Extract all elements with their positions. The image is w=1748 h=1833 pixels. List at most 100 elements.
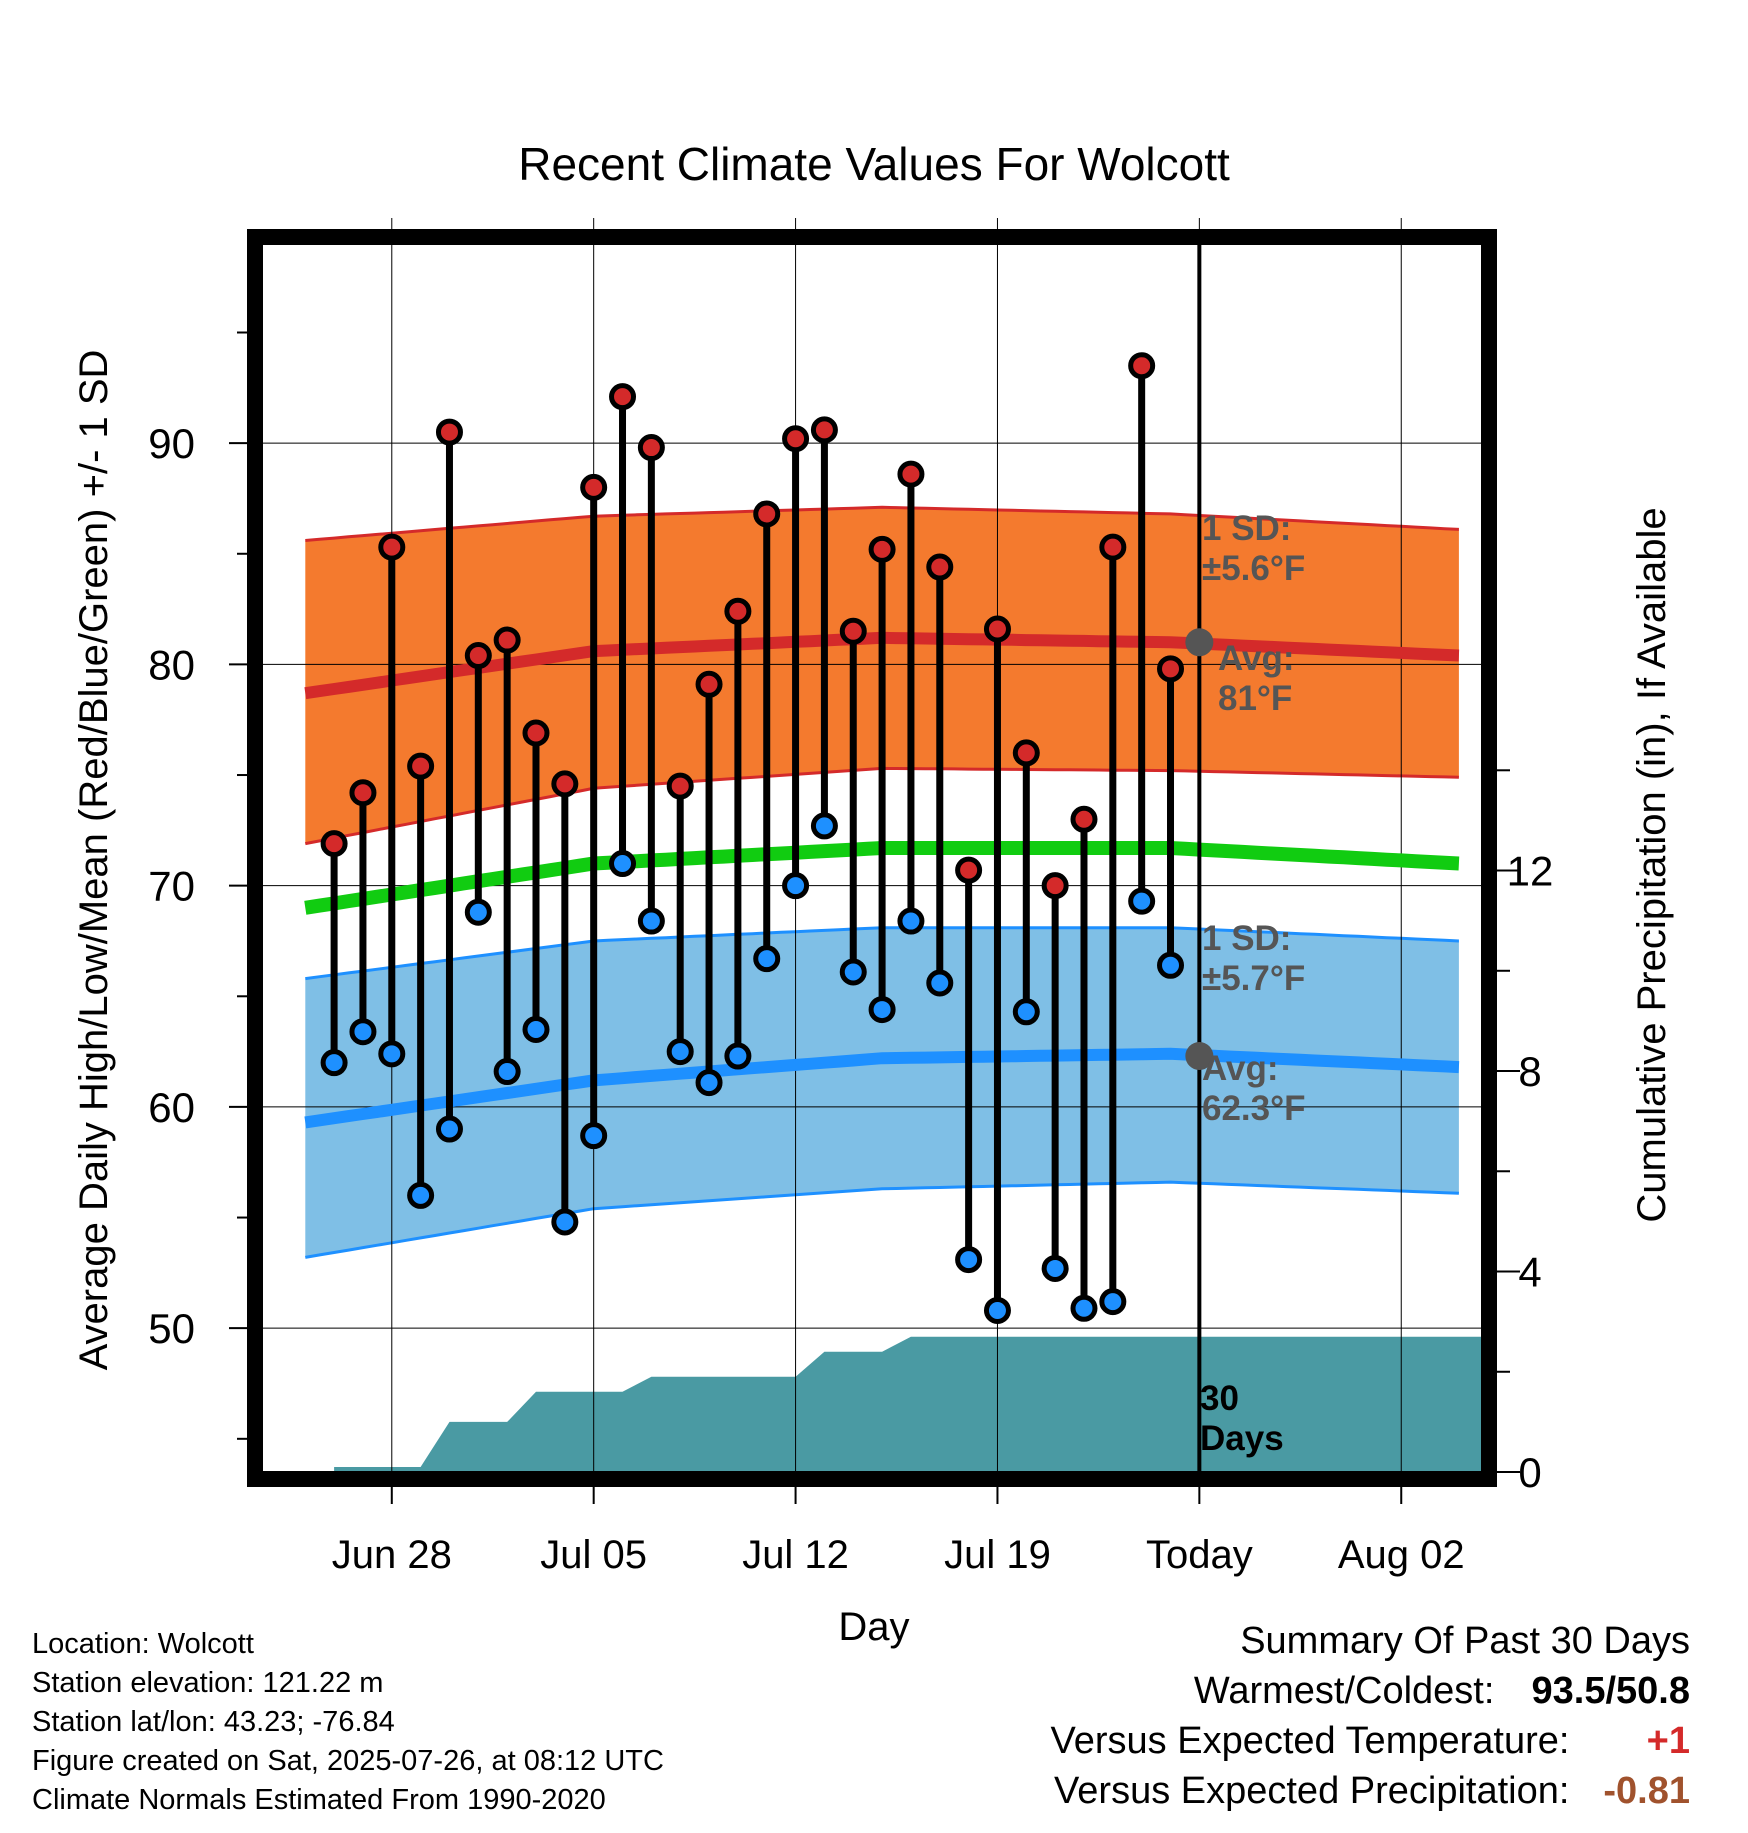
low-point xyxy=(464,898,492,926)
low-point xyxy=(1012,998,1040,1026)
precip-label: Versus Expected Precipitation: xyxy=(1054,1770,1570,1812)
x-axis-label: Day xyxy=(838,1605,909,1649)
high-sd-upper-line xyxy=(305,505,1459,542)
low-point xyxy=(320,1049,348,1077)
low-sd-annotation: 1 SD: ±5.7°F xyxy=(1202,919,1305,998)
high-point xyxy=(637,434,665,462)
high-point xyxy=(407,752,435,780)
low-point xyxy=(926,969,954,997)
high-point xyxy=(320,830,348,858)
high-point xyxy=(1099,533,1127,561)
x-tick-label: Jul 05 xyxy=(540,1533,647,1577)
high-point xyxy=(868,535,896,563)
low-avg-line xyxy=(304,1047,1460,1129)
low-point xyxy=(609,850,637,878)
temp-label: Versus Expected Temperature: xyxy=(1050,1720,1570,1762)
high-point xyxy=(839,617,867,645)
high-point xyxy=(810,416,838,444)
x-tick-label: Jul 12 xyxy=(742,1533,849,1577)
low-point xyxy=(724,1042,752,1070)
low-point xyxy=(1157,951,1185,979)
x-tick-label: Aug 02 xyxy=(1338,1533,1465,1577)
high-avg-annotation: Avg: 81°F xyxy=(1218,639,1294,718)
latlon-text: Station lat/lon: 43.23; -76.84 xyxy=(32,1706,395,1738)
plot-frame xyxy=(247,229,1497,1487)
low-point xyxy=(839,958,867,986)
low-point xyxy=(695,1069,723,1097)
summary-precip: Versus Expected Precipitation: -0.81 xyxy=(1051,1766,1690,1816)
low-point xyxy=(1099,1288,1127,1316)
high-point xyxy=(955,856,983,884)
summary-panel: Summary Of Past 30 Days Warmest/Coldest:… xyxy=(1051,1616,1690,1816)
summary-heading: Summary Of Past 30 Days xyxy=(1240,1620,1690,1662)
y2-axis-label: Cumulative Precipitation (in), If Availa… xyxy=(1630,507,1674,1222)
precip-area xyxy=(334,1336,1483,1472)
low-point xyxy=(551,1208,579,1236)
normals-text: Climate Normals Estimated From 1990-2020 xyxy=(32,1784,606,1816)
y-tick-label: 70 xyxy=(148,863,195,910)
high-point xyxy=(609,383,637,411)
y2-tick-label: 12 xyxy=(1507,848,1554,895)
low-point xyxy=(1128,887,1156,915)
y2-tick-label: 0 xyxy=(1518,1449,1541,1496)
low-point xyxy=(493,1058,521,1086)
low-point xyxy=(868,996,896,1024)
high-point xyxy=(1070,805,1098,833)
y-tick-label: 90 xyxy=(148,420,195,467)
days-annotation: 30 Days xyxy=(1200,1379,1284,1458)
high-point xyxy=(782,425,810,453)
low-point xyxy=(782,872,810,900)
high-point xyxy=(724,597,752,625)
high-point xyxy=(435,418,463,446)
temp-value: +1 xyxy=(1646,1720,1690,1762)
high-point xyxy=(493,626,521,654)
low-point xyxy=(637,907,665,935)
high-point xyxy=(983,615,1011,643)
y-tick-label: 50 xyxy=(148,1305,195,1352)
high-point xyxy=(753,500,781,528)
low-point xyxy=(407,1181,435,1209)
warm-cold-value: 93.5/50.8 xyxy=(1531,1670,1690,1712)
low-point xyxy=(983,1296,1011,1324)
precip-value: -0.81 xyxy=(1603,1770,1690,1812)
x-tick-label: Jul 19 xyxy=(944,1533,1051,1577)
x-tick-label: Today xyxy=(1146,1533,1253,1577)
low-point xyxy=(810,812,838,840)
elevation-text: Station elevation: 121.22 m xyxy=(32,1667,384,1699)
low-point xyxy=(378,1040,406,1068)
x-tick-label: Jun 28 xyxy=(332,1533,452,1577)
low-point xyxy=(349,1018,377,1046)
high-point xyxy=(522,719,550,747)
high-point xyxy=(349,779,377,807)
low-point xyxy=(1041,1254,1069,1282)
high-point xyxy=(666,772,694,800)
y-axis-label: Average Daily High/Low/Mean (Red/Blue/Gr… xyxy=(72,350,116,1371)
y-tick-label: 80 xyxy=(148,641,195,688)
high-point xyxy=(551,770,579,798)
chart-title: Recent Climate Values For Wolcott xyxy=(518,138,1230,190)
today-high-avg-marker xyxy=(1185,628,1214,657)
low-point xyxy=(666,1038,694,1066)
low-point xyxy=(955,1246,983,1274)
high-sd-annotation: 1 SD: ±5.6°F xyxy=(1202,509,1305,588)
low-point xyxy=(522,1015,550,1043)
summary-warm-cold: Warmest/Coldest: 93.5/50.8 xyxy=(1051,1666,1690,1716)
high-point xyxy=(1157,655,1185,683)
high-point xyxy=(1012,739,1040,767)
created-text: Figure created on Sat, 2025-07-26, at 08… xyxy=(32,1745,664,1777)
high-point xyxy=(580,473,608,501)
low-point xyxy=(897,907,925,935)
low-avg-annotation: Avg: 62.3°F xyxy=(1202,1049,1306,1128)
low-point xyxy=(580,1122,608,1150)
high-point xyxy=(926,553,954,581)
warm-cold-label: Warmest/Coldest: xyxy=(1193,1670,1495,1712)
low-point xyxy=(435,1115,463,1143)
low-point xyxy=(753,945,781,973)
high-point xyxy=(1041,872,1069,900)
y2-tick-label: 4 xyxy=(1518,1249,1541,1296)
summary-temp: Versus Expected Temperature: +1 xyxy=(1051,1716,1690,1766)
low-sd-lower-line xyxy=(305,1180,1459,1259)
high-point xyxy=(1128,352,1156,380)
